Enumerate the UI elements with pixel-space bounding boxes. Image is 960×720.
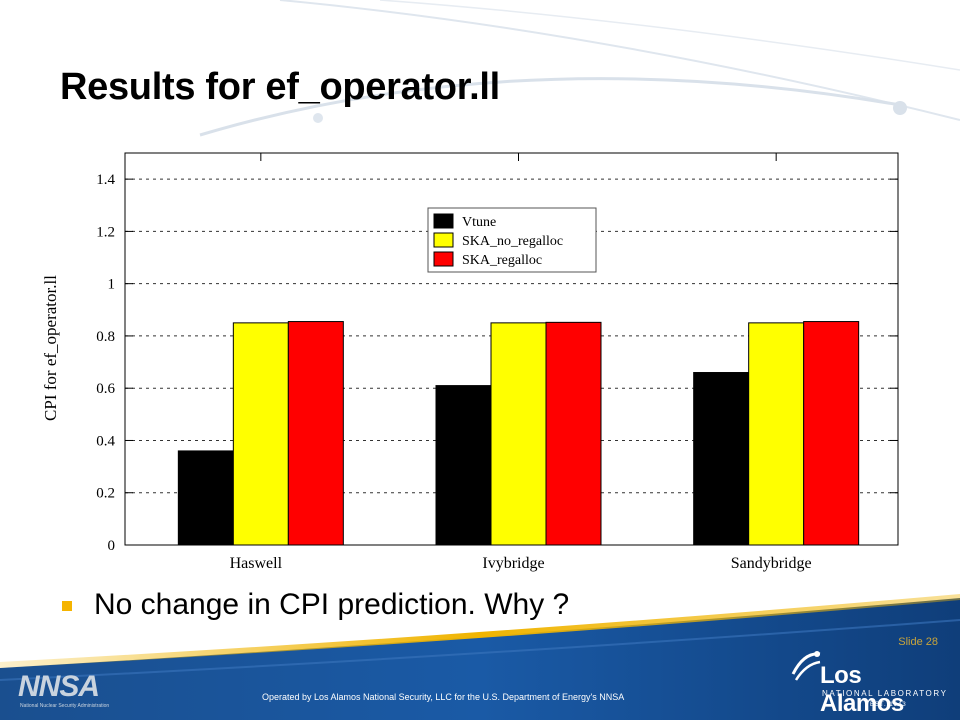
slide-title: Results for ef_operator.ll (60, 66, 500, 108)
bar-ska-no-regalloc (748, 322, 805, 546)
background-swoosh (199, 0, 960, 137)
y-tick-label: 0.4 (96, 433, 115, 449)
y-tick-label: 0.2 (96, 486, 115, 502)
bar-vtune (693, 372, 750, 546)
y-tick-label: 1.2 (96, 224, 115, 240)
y-tick-label: 1 (108, 277, 116, 293)
footer-text: Operated by Los Alamos National Security… (262, 692, 625, 702)
bar-ska-no-regalloc (232, 322, 289, 546)
los-alamos-logo: Los Alamos NATIONAL LABORATORY EST. 1943 (790, 648, 950, 718)
bar-chart: 0 0.2 0.4 0.6 0.8 1 1.2 1.4 Haswell Ivybridge Sand… (41, 152, 899, 572)
legend-label: Vtune (462, 215, 496, 230)
legend-label: SKA_regalloc (462, 253, 542, 268)
legend-swatch (433, 251, 454, 267)
y-axis-label: CPI for ef_operator.ll (41, 275, 60, 421)
x-tick-label: Haswell (230, 555, 283, 572)
los-alamos-lab: NATIONAL LABORATORY (822, 689, 948, 698)
y-tick-label: 0.8 (96, 329, 115, 345)
slide-number: Slide 28 (898, 636, 938, 648)
bar-ska-regalloc (287, 321, 344, 546)
bullet-text: No change in CPI prediction. Why ? (94, 588, 570, 621)
y-tick-label: 0.6 (96, 381, 115, 397)
y-tick-label: 0 (108, 538, 116, 554)
x-tick-label: Ivybridge (482, 555, 544, 572)
bullet-item: No change in CPI prediction. Why ? (62, 588, 569, 622)
legend-swatch (433, 232, 454, 248)
legend-swatch (433, 213, 454, 229)
nnsa-logo: NNSA (18, 670, 100, 703)
los-alamos-mark-icon (791, 651, 821, 681)
bar-ska-regalloc (803, 321, 860, 546)
y-tick-label: 1.4 (96, 172, 115, 188)
nnsa-logo-subtitle: National Nuclear Security Administration (20, 703, 110, 709)
bar-vtune (435, 385, 492, 546)
x-tick-label: Sandybridge (731, 555, 812, 572)
legend-box (427, 207, 597, 273)
legend-label: SKA_no_regalloc (462, 234, 563, 249)
bullet-square-icon (62, 601, 72, 611)
bar-vtune (177, 450, 234, 546)
los-alamos-name: Los Alamos (820, 662, 904, 717)
los-alamos-est: EST. 1943 (870, 702, 907, 708)
plot-frame (124, 152, 899, 546)
